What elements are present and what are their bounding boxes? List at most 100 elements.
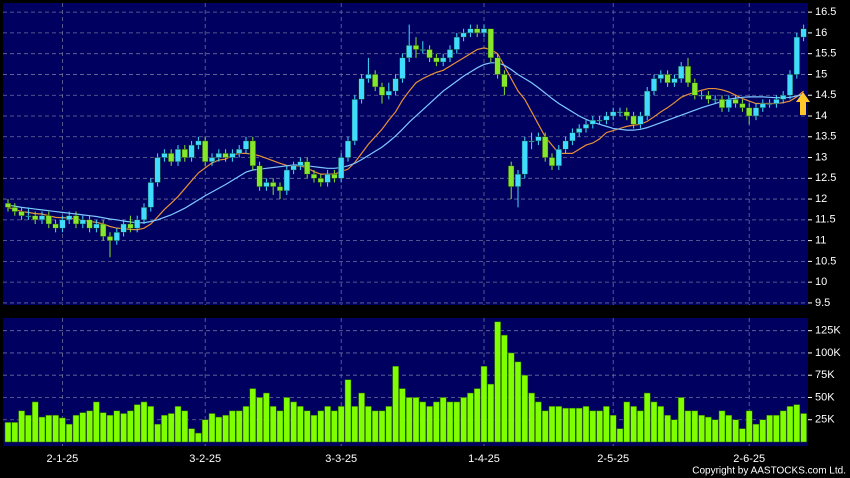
volume-bar — [65, 423, 73, 443]
candle-body — [549, 157, 556, 167]
volume-bar — [501, 334, 508, 443]
candle-body — [79, 219, 86, 225]
y-tick-label: 13.5 — [815, 131, 836, 143]
volume-bar — [541, 410, 549, 443]
volume-bar — [439, 397, 447, 443]
volume-bar — [317, 410, 325, 443]
candle-body — [481, 28, 488, 34]
volume-bar — [133, 404, 141, 443]
y-tick-label: 11.5 — [815, 214, 836, 226]
volume-bar — [657, 406, 665, 443]
volume-bar — [120, 413, 127, 443]
volume-bar — [725, 415, 733, 443]
volume-bar — [507, 352, 515, 443]
candle-body — [290, 165, 297, 171]
volume-bar — [405, 397, 413, 443]
volume-bar — [643, 392, 651, 443]
candle-body — [732, 99, 739, 104]
candle-body — [32, 215, 39, 221]
volume-bar — [263, 392, 270, 443]
volume-bar — [677, 397, 685, 443]
candle-body — [93, 223, 100, 229]
candle-body — [277, 186, 284, 191]
volume-bar — [535, 401, 542, 443]
candle-body — [181, 149, 188, 158]
volume-bar — [242, 406, 250, 443]
candle-body — [351, 99, 358, 142]
volume-bar — [460, 397, 467, 443]
candle-body — [671, 78, 678, 83]
x-tick-label: 2-1-25 — [47, 453, 79, 465]
candle-body — [440, 57, 447, 63]
candle-body — [188, 144, 195, 158]
volume-bar — [93, 401, 100, 443]
candle-body — [59, 219, 66, 229]
volume-bar — [235, 410, 243, 443]
y-tick-label: 12 — [815, 193, 827, 205]
candle-body — [644, 90, 651, 117]
volume-bar — [684, 410, 692, 443]
y-tick-label: 16 — [815, 27, 827, 39]
volume-bar — [521, 374, 529, 443]
candle-body — [304, 161, 311, 175]
volume-bar — [705, 416, 712, 443]
volume-bar — [562, 407, 569, 443]
volume-bar — [453, 401, 461, 443]
volume-bar — [412, 397, 420, 443]
volume-bar — [181, 410, 189, 443]
volume-bar — [25, 415, 32, 443]
candle-body — [739, 103, 746, 108]
volume-bar — [766, 415, 773, 443]
volume-bar — [371, 410, 379, 443]
candle-body — [780, 95, 787, 100]
volume-bar — [127, 410, 134, 443]
candle-body — [215, 153, 222, 158]
volume-bar — [548, 406, 556, 443]
volume-bar — [555, 406, 563, 443]
y-tick-label: 25K — [815, 414, 835, 426]
volume-bar — [99, 412, 107, 443]
volume-bar — [215, 416, 223, 443]
candle-body — [494, 57, 501, 75]
candle-body — [562, 140, 569, 150]
volume-bar — [399, 388, 406, 443]
volume-bar — [11, 422, 19, 443]
volume-bar — [378, 410, 386, 443]
candle-body — [202, 140, 209, 162]
candle-body — [515, 173, 522, 187]
volume-bar — [167, 413, 175, 443]
candle-body — [712, 99, 719, 101]
volume-bar — [745, 410, 753, 443]
plot-layer: 9.5 10 10.5 11 11.5 12 12.5 13 13.5 14 14.5 15 15.5 1… — [3, 3, 841, 465]
candle-body — [106, 236, 113, 241]
volume-bar — [4, 422, 12, 443]
volume-bar — [365, 406, 372, 443]
candle-body — [501, 74, 508, 88]
candle-body — [569, 132, 576, 142]
candle-body — [766, 103, 773, 105]
volume-bar — [147, 406, 155, 443]
volume-bar — [52, 415, 59, 443]
candle-body — [249, 140, 256, 167]
candle-body — [385, 90, 392, 96]
candle-body — [174, 149, 181, 162]
volume-bar — [45, 415, 53, 443]
candle-body — [372, 74, 379, 88]
volume-bar — [616, 428, 624, 443]
candle-body — [759, 103, 766, 108]
volume-bar — [290, 401, 297, 443]
volume-bar — [732, 419, 739, 443]
y-tick-label: 125K — [815, 325, 841, 337]
candle-body — [52, 223, 59, 229]
candle-body — [242, 140, 249, 150]
y-tick-label: 15 — [815, 68, 827, 80]
candle-body — [419, 49, 426, 51]
candle-body — [100, 223, 107, 237]
candle-body — [678, 65, 685, 79]
candle-body — [256, 165, 263, 187]
volume-bar — [528, 392, 535, 443]
candle-body — [140, 207, 147, 221]
candle-body — [222, 153, 229, 158]
y-tick-label: 10.5 — [815, 255, 836, 267]
